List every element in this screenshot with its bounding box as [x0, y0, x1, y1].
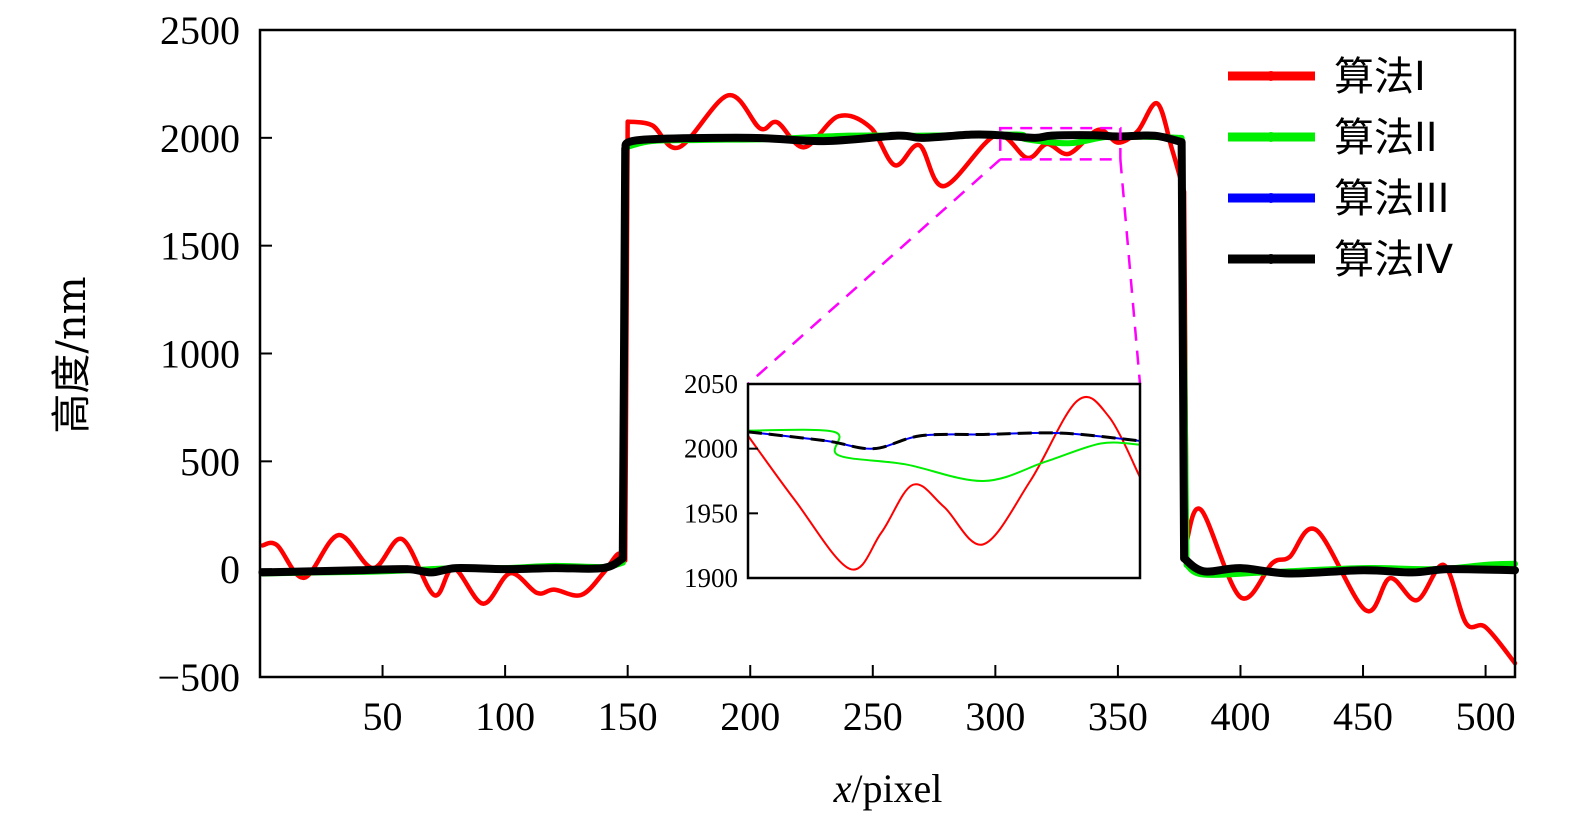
- inset-y-tick-label: 2050: [684, 369, 738, 399]
- inset-series-layer: [748, 395, 1140, 571]
- legend-label-3: 算法III: [1334, 176, 1449, 222]
- inset-series-line-4: [748, 430, 1140, 451]
- x-tick-label: 500: [1456, 694, 1516, 739]
- x-tick-label: 200: [720, 694, 780, 739]
- inset-y-tick-label: 1900: [684, 563, 738, 593]
- zoom-connector-right: [1119, 159, 1142, 385]
- legend-marker-3: [1266, 193, 1276, 203]
- inset-chart: 1900 1950 2000 2050: [684, 369, 1142, 593]
- x-tick-label: 350: [1088, 694, 1148, 739]
- y-tick-label: −500: [157, 655, 240, 700]
- x-tick-label: 250: [843, 694, 903, 739]
- series-line-1: [260, 93, 1518, 666]
- plot-frame: [258, 28, 1517, 679]
- x-axis: 50 100 150 200 250 300 350 400 450 500: [363, 665, 1516, 739]
- x-tick-label: 100: [475, 694, 535, 739]
- series-line-4: [258, 130, 1519, 578]
- y-tick-label: 1500: [160, 224, 240, 269]
- legend-label-4: 算法IV: [1334, 237, 1454, 283]
- x-tick-label: 400: [1210, 694, 1270, 739]
- series-layer: [258, 93, 1519, 666]
- legend: 算法I 算法II 算法III 算法IV: [1228, 54, 1454, 283]
- legend-marker-4: [1266, 254, 1276, 264]
- y-tick-label: 500: [180, 439, 240, 484]
- zoom-box: [999, 126, 1122, 161]
- x-tick-label: 450: [1333, 694, 1393, 739]
- x-axis-label: x/pixel: [833, 766, 943, 811]
- y-tick-label: 2500: [160, 8, 240, 53]
- y-axis-label: 高度/nm: [49, 276, 95, 433]
- inset-background: [748, 384, 1140, 578]
- legend-label-2: 算法II: [1334, 115, 1438, 161]
- y-tick-label: 0: [220, 547, 240, 592]
- inset-frame: [746, 382, 1142, 580]
- legend-marker-2: [1266, 132, 1276, 142]
- y-tick-label: 2000: [160, 116, 240, 161]
- y-tick-label: 1000: [160, 332, 240, 377]
- y-axis: −500 0 500 1000 1500 2000 2500: [157, 8, 272, 700]
- inset-y-tick-label: 2000: [684, 434, 738, 464]
- zoom-indicator: [747, 126, 1142, 385]
- legend-marker-1: [1266, 71, 1276, 81]
- x-tick-label: 50: [363, 694, 403, 739]
- legend-label-1: 算法I: [1334, 54, 1426, 100]
- inset-series-line-2: [748, 428, 1140, 483]
- x-tick-label: 300: [965, 694, 1025, 739]
- zoom-connector-left: [747, 158, 1002, 385]
- inset-y-tick-label: 1950: [684, 498, 738, 528]
- x-tick-label: 150: [598, 694, 658, 739]
- inset-series-line-1: [748, 395, 1140, 571]
